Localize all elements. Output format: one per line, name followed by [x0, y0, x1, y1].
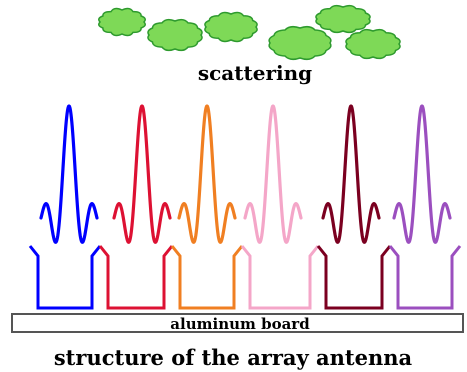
antenna-element-dark-red — [316, 245, 392, 310]
cloud-5 — [315, 4, 371, 34]
radiation-pattern-pink — [243, 104, 303, 244]
scattering-label: scattering — [198, 61, 312, 85]
antenna-element-purple — [388, 245, 462, 310]
cloud-6 — [345, 28, 401, 60]
antenna-element-blue — [28, 245, 102, 310]
radiation-pattern-red — [112, 104, 172, 244]
cloud-3 — [204, 11, 258, 43]
aluminum-board-label: aluminum board — [170, 315, 310, 333]
radiation-pattern-dark-red — [321, 104, 381, 244]
antenna-element-pink — [240, 245, 320, 310]
diagram-caption: structure of the array antenna — [54, 345, 413, 370]
radiation-pattern-purple — [392, 104, 452, 244]
radiation-pattern-orange — [177, 104, 237, 244]
radiation-pattern-blue — [39, 104, 99, 244]
antenna-element-red — [98, 245, 174, 310]
cloud-4 — [268, 25, 332, 61]
radiation-patterns — [39, 104, 452, 244]
scatterer-clouds — [98, 4, 401, 61]
cloud-2 — [147, 18, 203, 52]
antenna-element-orange — [170, 245, 244, 310]
cloud-1 — [98, 7, 146, 37]
aluminum-board — [11, 313, 464, 333]
antenna-elements — [28, 245, 462, 310]
